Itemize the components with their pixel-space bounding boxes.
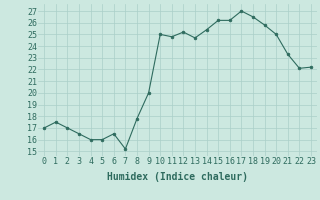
X-axis label: Humidex (Indice chaleur): Humidex (Indice chaleur) [107,172,248,182]
